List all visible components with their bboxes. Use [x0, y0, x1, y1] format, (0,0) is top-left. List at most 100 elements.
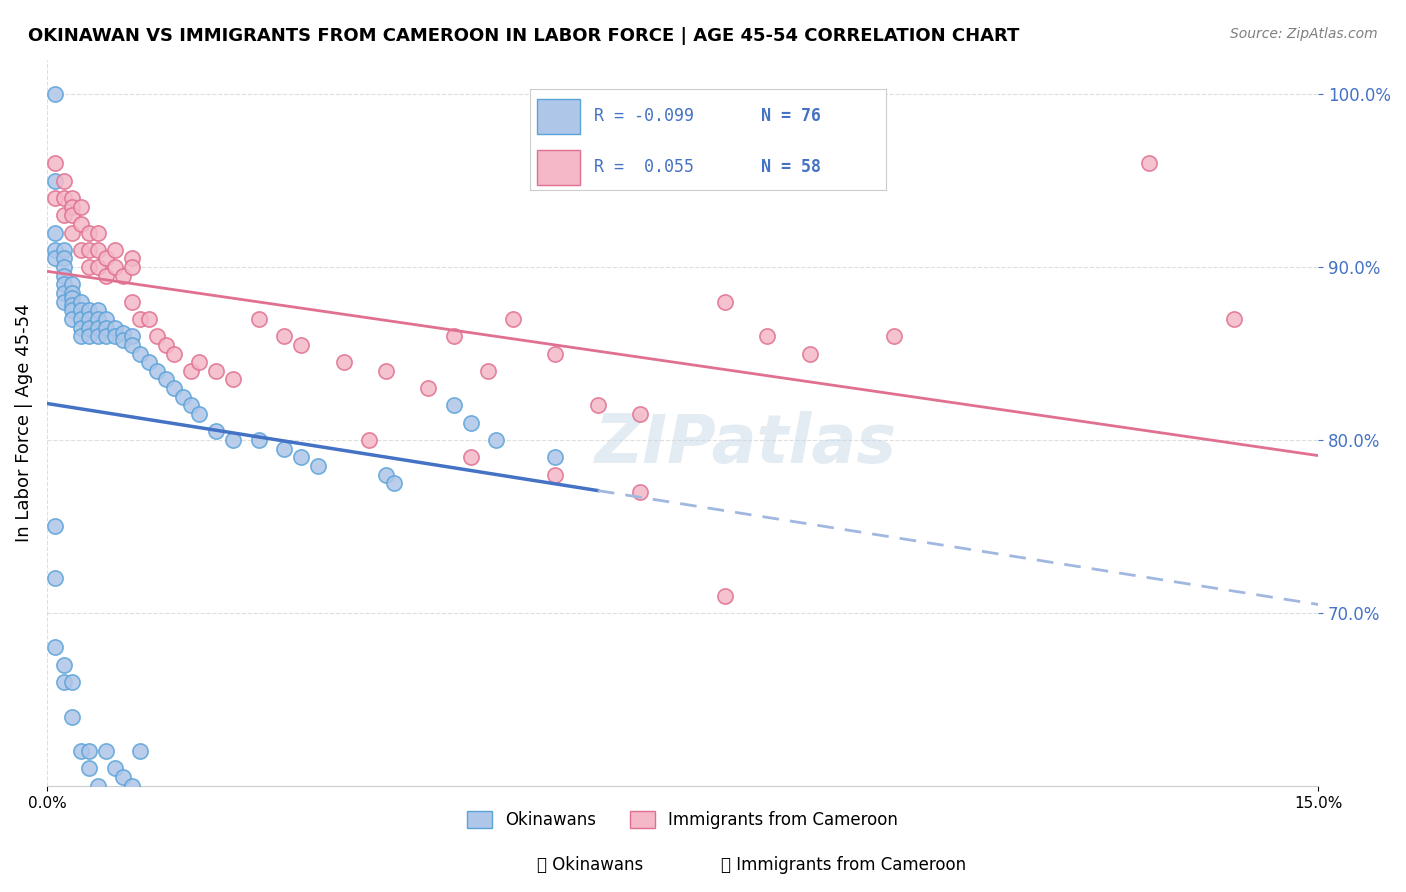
- Point: [443, 329, 465, 343]
- Point: [52, 294, 75, 309]
- Point: [418, 381, 440, 395]
- Point: [146, 329, 169, 343]
- Point: [69, 312, 91, 326]
- Point: [121, 252, 143, 266]
- Point: [87, 779, 110, 793]
- Point: [60, 208, 83, 222]
- Point: [60, 277, 83, 292]
- Point: [222, 372, 245, 386]
- Point: [714, 589, 737, 603]
- Point: [112, 770, 135, 784]
- Point: [129, 744, 152, 758]
- Point: [77, 226, 100, 240]
- Point: [44, 87, 66, 102]
- Point: [44, 571, 66, 585]
- Point: [586, 398, 609, 412]
- Point: [87, 329, 110, 343]
- Point: [290, 450, 312, 465]
- Point: [222, 433, 245, 447]
- Point: [77, 260, 100, 274]
- Point: [104, 762, 127, 776]
- Point: [52, 657, 75, 672]
- Point: [163, 346, 186, 360]
- Point: [180, 398, 202, 412]
- Point: [104, 329, 127, 343]
- Point: [60, 312, 83, 326]
- Point: [155, 372, 177, 386]
- Point: [332, 355, 354, 369]
- Point: [52, 243, 75, 257]
- Point: [104, 320, 127, 334]
- Point: [477, 364, 499, 378]
- Point: [87, 260, 110, 274]
- Point: [60, 226, 83, 240]
- Point: [44, 226, 66, 240]
- Point: [799, 346, 821, 360]
- Point: [69, 744, 91, 758]
- Point: [87, 303, 110, 318]
- Point: [60, 200, 83, 214]
- Point: [460, 450, 482, 465]
- Point: [77, 312, 100, 326]
- Point: [69, 294, 91, 309]
- Text: OKINAWAN VS IMMIGRANTS FROM CAMEROON IN LABOR FORCE | AGE 45-54 CORRELATION CHAR: OKINAWAN VS IMMIGRANTS FROM CAMEROON IN …: [28, 27, 1019, 45]
- Point: [307, 458, 329, 473]
- Point: [485, 433, 508, 447]
- Point: [87, 243, 110, 257]
- Point: [44, 156, 66, 170]
- Point: [44, 640, 66, 655]
- Point: [44, 252, 66, 266]
- Y-axis label: In Labor Force | Age 45-54: In Labor Force | Age 45-54: [15, 303, 32, 542]
- Point: [129, 346, 152, 360]
- Point: [104, 243, 127, 257]
- Point: [96, 329, 118, 343]
- Point: [163, 381, 186, 395]
- Point: [44, 519, 66, 533]
- Point: [60, 285, 83, 300]
- Point: [52, 268, 75, 283]
- Point: [69, 320, 91, 334]
- Text: ⬜ Okinawans: ⬜ Okinawans: [537, 856, 644, 874]
- Point: [205, 364, 228, 378]
- Point: [60, 191, 83, 205]
- Point: [96, 268, 118, 283]
- Point: [374, 467, 396, 482]
- Point: [188, 407, 211, 421]
- Point: [60, 291, 83, 305]
- Point: [69, 303, 91, 318]
- Point: [155, 338, 177, 352]
- Point: [52, 285, 75, 300]
- Point: [77, 762, 100, 776]
- Point: [129, 312, 152, 326]
- Text: ZIPatlas: ZIPatlas: [595, 411, 897, 477]
- Point: [77, 329, 100, 343]
- Point: [121, 329, 143, 343]
- Point: [96, 744, 118, 758]
- Point: [205, 425, 228, 439]
- Point: [756, 329, 779, 343]
- Point: [883, 329, 905, 343]
- Point: [1222, 312, 1244, 326]
- Point: [77, 243, 100, 257]
- Point: [290, 338, 312, 352]
- Point: [460, 416, 482, 430]
- Point: [172, 390, 194, 404]
- Text: ⬜ Immigrants from Cameroon: ⬜ Immigrants from Cameroon: [721, 856, 966, 874]
- Point: [69, 200, 91, 214]
- Point: [77, 303, 100, 318]
- Point: [69, 329, 91, 343]
- Point: [247, 312, 270, 326]
- Point: [714, 294, 737, 309]
- Point: [138, 355, 160, 369]
- Point: [87, 320, 110, 334]
- Point: [273, 329, 295, 343]
- Point: [87, 226, 110, 240]
- Point: [384, 476, 406, 491]
- Point: [502, 312, 524, 326]
- Point: [60, 709, 83, 723]
- Point: [52, 208, 75, 222]
- Point: [52, 174, 75, 188]
- Point: [52, 252, 75, 266]
- Text: Source: ZipAtlas.com: Source: ZipAtlas.com: [1230, 27, 1378, 41]
- Point: [60, 675, 83, 690]
